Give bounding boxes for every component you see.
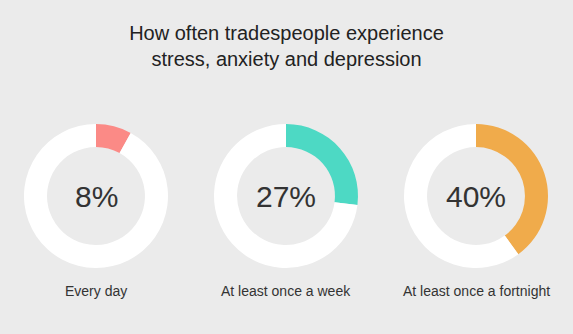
svg-text:40%: 40% [446,180,506,213]
svg-text:8%: 8% [75,180,118,213]
svg-text:27%: 27% [256,180,316,213]
svg-text:Every day: Every day [65,283,127,299]
svg-text:At least once a fortnight: At least once a fortnight [403,283,550,299]
svg-text:At least once a week: At least once a week [221,283,351,299]
svg-text:How often tradespeople experie: How often tradespeople experiencestress,… [129,22,444,70]
